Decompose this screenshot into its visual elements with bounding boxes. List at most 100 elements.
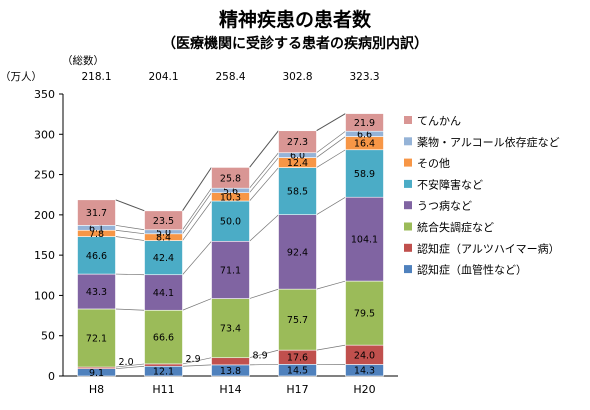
data-label: 23.5 bbox=[153, 216, 174, 227]
y-tick-label: 150 bbox=[34, 249, 55, 262]
total-label: 258.4 bbox=[215, 71, 245, 83]
connector-line bbox=[115, 236, 145, 241]
connector-line bbox=[316, 149, 346, 168]
connector-line bbox=[316, 196, 346, 215]
data-label: 43.3 bbox=[86, 287, 107, 298]
data-label: 66.6 bbox=[153, 333, 174, 344]
bar-segment bbox=[144, 363, 183, 367]
data-label: 75.7 bbox=[287, 315, 308, 326]
bar-segment bbox=[278, 130, 317, 154]
data-label: 12.4 bbox=[287, 158, 308, 169]
legend-label: 認知症（血管性など） bbox=[417, 263, 527, 277]
data-label: 21.9 bbox=[354, 118, 375, 129]
data-label: 16.4 bbox=[354, 139, 375, 150]
data-label: 104.1 bbox=[351, 235, 378, 246]
total-label: 218.1 bbox=[81, 71, 111, 83]
legend-label: 不安障害など bbox=[417, 177, 483, 191]
connector-line bbox=[316, 136, 346, 158]
data-label: 71.1 bbox=[220, 265, 241, 276]
data-label: 2.9 bbox=[186, 354, 201, 365]
legend-label: その他 bbox=[417, 157, 450, 170]
connector-line bbox=[249, 152, 279, 189]
y-tick-label: 0 bbox=[48, 370, 55, 383]
connector-line bbox=[182, 167, 212, 212]
data-label: 9.1 bbox=[89, 368, 104, 379]
bar-segment bbox=[345, 196, 384, 282]
chart-subtitle: （医療機関に受診する患者の疾病別内訳） bbox=[162, 35, 428, 52]
data-label: 8.4 bbox=[156, 233, 171, 244]
x-tick-label: H8 bbox=[89, 383, 104, 396]
data-label: 5.0 bbox=[156, 227, 171, 238]
data-label: 79.5 bbox=[354, 309, 375, 320]
connector-line bbox=[115, 365, 145, 370]
total-label: 302.8 bbox=[282, 71, 312, 83]
data-label: 50.0 bbox=[220, 217, 241, 228]
connector-line bbox=[182, 192, 212, 234]
bar-segment bbox=[278, 288, 317, 351]
data-label: 42.4 bbox=[153, 253, 174, 264]
bar-segment bbox=[345, 113, 384, 132]
connector-line bbox=[115, 273, 145, 276]
legend-label: 認知症（アルツハイマー病） bbox=[417, 241, 560, 255]
connector-line bbox=[115, 308, 145, 311]
data-label: 73.4 bbox=[220, 324, 241, 335]
data-label: 12.1 bbox=[153, 367, 174, 378]
bar-segment bbox=[144, 274, 183, 311]
y-tick-label: 250 bbox=[34, 169, 55, 182]
bar-segment bbox=[77, 199, 116, 226]
data-label: 14.5 bbox=[287, 366, 308, 377]
data-label: 72.1 bbox=[86, 334, 107, 345]
chart-title: 精神疾患の患者数 bbox=[219, 8, 372, 31]
data-label: 6.1 bbox=[89, 223, 104, 234]
legend-swatch bbox=[404, 179, 412, 188]
data-label: 92.4 bbox=[287, 247, 308, 258]
connector-line bbox=[316, 113, 346, 132]
legend-swatch bbox=[404, 158, 412, 167]
connector-line bbox=[249, 130, 279, 168]
connector-line bbox=[316, 344, 346, 351]
data-label: 46.6 bbox=[86, 251, 107, 262]
connector-line bbox=[249, 363, 279, 366]
bar-segment bbox=[211, 200, 250, 242]
connector-line bbox=[115, 363, 145, 368]
bar-segment bbox=[77, 273, 116, 310]
legend-swatch bbox=[404, 137, 412, 146]
connector-line bbox=[316, 130, 346, 154]
data-label: 58.5 bbox=[287, 187, 308, 198]
data-label: 58.9 bbox=[354, 169, 375, 180]
data-label: 5.6 bbox=[223, 186, 238, 197]
bar-segment bbox=[77, 308, 116, 368]
data-label: 7.8 bbox=[89, 229, 104, 240]
bar-segment bbox=[211, 357, 250, 366]
legend-label: てんかん bbox=[417, 115, 461, 128]
data-label: 8.9 bbox=[253, 350, 268, 361]
x-tick-label: H17 bbox=[286, 383, 308, 396]
legend-swatch bbox=[404, 116, 412, 124]
connector-line bbox=[182, 364, 212, 367]
connector-line bbox=[115, 229, 145, 235]
connector-line bbox=[182, 200, 212, 241]
connector-line bbox=[115, 224, 145, 231]
x-tick-label: H14 bbox=[219, 383, 241, 396]
bar-segment bbox=[345, 280, 384, 346]
connector-line bbox=[182, 241, 212, 275]
y-axis-label: （万人） bbox=[0, 71, 42, 83]
connector-line bbox=[115, 199, 145, 212]
connector-line bbox=[182, 298, 212, 311]
data-label: 10.3 bbox=[220, 192, 241, 203]
legend-label: 薬物・アルコール依存症など bbox=[417, 135, 560, 149]
x-tick-label: H11 bbox=[152, 383, 174, 396]
x-tick-label: H20 bbox=[353, 383, 375, 396]
y-tick-label: 350 bbox=[34, 88, 55, 101]
bar-segment bbox=[144, 210, 183, 231]
data-label: 6.6 bbox=[357, 129, 372, 140]
totals-label: （総数） bbox=[62, 54, 104, 67]
y-tick-label: 50 bbox=[41, 330, 55, 343]
legend-label: うつ病など bbox=[417, 199, 472, 213]
data-label: 31.7 bbox=[86, 208, 107, 219]
connector-line bbox=[249, 349, 279, 359]
y-tick-label: 100 bbox=[34, 289, 55, 302]
bar-segment bbox=[345, 149, 384, 198]
bar-segment bbox=[278, 214, 317, 290]
bar-segment bbox=[77, 236, 116, 275]
